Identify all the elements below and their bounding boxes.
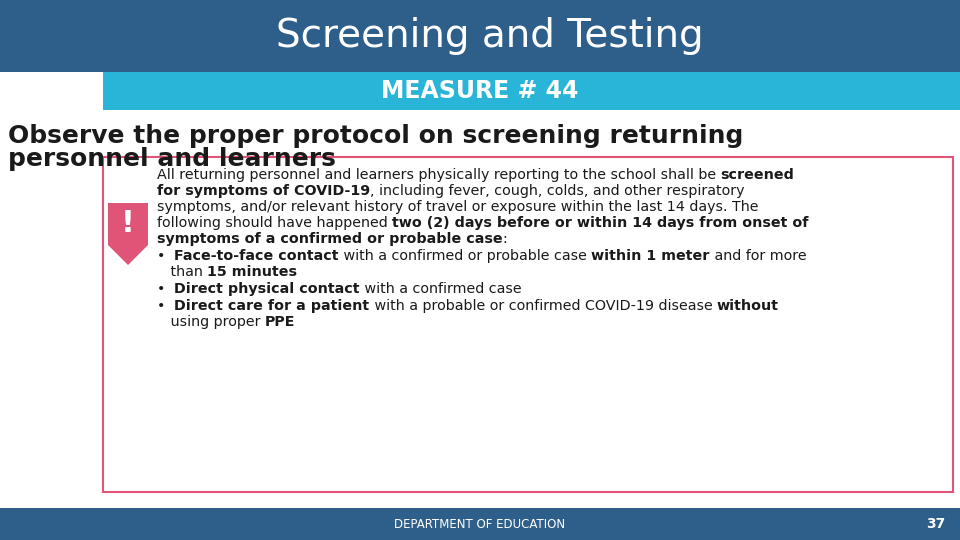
FancyBboxPatch shape	[0, 508, 960, 540]
Text: DEPARTMENT OF EDUCATION: DEPARTMENT OF EDUCATION	[395, 517, 565, 530]
FancyBboxPatch shape	[103, 72, 960, 110]
Text: 15 minutes: 15 minutes	[207, 265, 298, 279]
Text: Direct physical contact: Direct physical contact	[175, 282, 360, 296]
Text: Observe the proper protocol on screening returning: Observe the proper protocol on screening…	[8, 124, 743, 148]
Text: •: •	[157, 249, 175, 263]
Text: with a probable or confirmed COVID-19 disease: with a probable or confirmed COVID-19 di…	[370, 299, 717, 313]
Text: with a confirmed case: with a confirmed case	[360, 282, 521, 296]
Text: , including fever, cough, colds, and other respiratory: , including fever, cough, colds, and oth…	[371, 184, 745, 198]
Text: !: !	[121, 210, 135, 239]
FancyBboxPatch shape	[108, 203, 148, 245]
Text: with a confirmed or probable case: with a confirmed or probable case	[339, 249, 591, 263]
Text: screened: screened	[721, 168, 795, 182]
Text: than: than	[157, 265, 207, 279]
FancyBboxPatch shape	[103, 157, 953, 492]
Text: two (2) days before or within 14 days from onset of: two (2) days before or within 14 days fr…	[393, 216, 808, 230]
Text: within 1 meter: within 1 meter	[591, 249, 709, 263]
Text: :: :	[503, 232, 508, 246]
Text: following should have happened: following should have happened	[157, 216, 393, 230]
Text: •: •	[157, 299, 175, 313]
Text: symptoms of a confirmed or probable case: symptoms of a confirmed or probable case	[157, 232, 503, 246]
Text: 37: 37	[925, 517, 945, 531]
FancyBboxPatch shape	[0, 0, 960, 72]
Text: All returning personnel and learners physically reporting to the school shall be: All returning personnel and learners phy…	[157, 168, 721, 182]
Text: Screening and Testing: Screening and Testing	[276, 17, 704, 55]
Text: using proper: using proper	[157, 315, 265, 329]
Text: •: •	[157, 282, 175, 296]
Text: PPE: PPE	[265, 315, 296, 329]
Text: and for more: and for more	[709, 249, 806, 263]
Text: personnel and learners: personnel and learners	[8, 147, 336, 171]
Text: symptoms, and/or relevant history of travel or exposure within the last 14 days.: symptoms, and/or relevant history of tra…	[157, 200, 758, 214]
Text: without: without	[717, 299, 779, 313]
Text: Direct care for a patient: Direct care for a patient	[175, 299, 370, 313]
Text: Face-to-face contact: Face-to-face contact	[175, 249, 339, 263]
Text: MEASURE # 44: MEASURE # 44	[381, 79, 579, 103]
Polygon shape	[108, 245, 148, 265]
Text: for symptoms of COVID-19: for symptoms of COVID-19	[157, 184, 371, 198]
